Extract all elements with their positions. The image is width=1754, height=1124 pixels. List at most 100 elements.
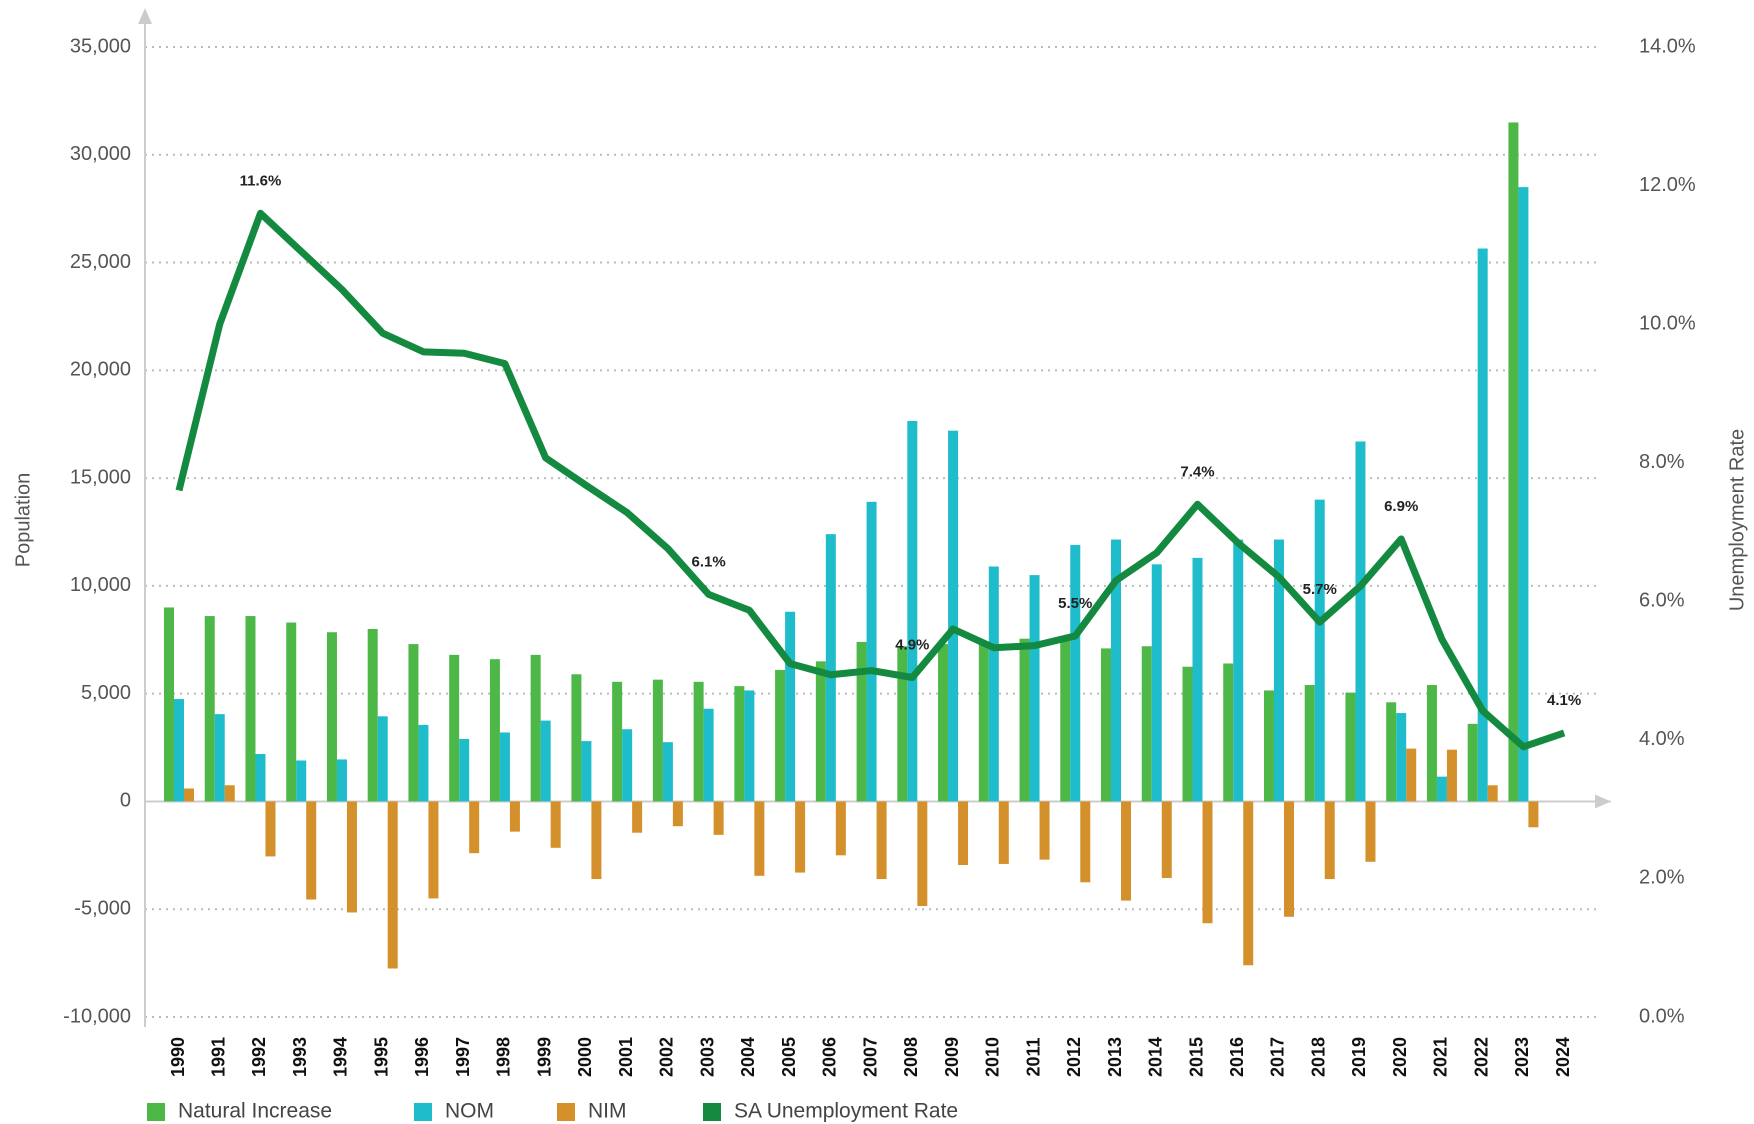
bar	[1386, 702, 1397, 802]
bar	[367, 629, 378, 802]
x-tick-label: 2021	[1431, 1037, 1451, 1077]
bar	[612, 681, 623, 802]
bar	[632, 801, 643, 833]
bar	[1477, 248, 1488, 802]
bar	[377, 716, 388, 802]
bar	[1039, 801, 1050, 860]
bar	[856, 641, 867, 802]
x-tick-label: 2008	[901, 1037, 921, 1077]
bar	[958, 801, 969, 866]
x-tick-label: 2007	[860, 1037, 880, 1077]
bar	[306, 801, 317, 900]
x-tick-label: 2018	[1308, 1037, 1328, 1077]
bar	[591, 801, 602, 880]
bar	[775, 669, 786, 802]
bar	[1487, 785, 1498, 802]
y2-tick-label: 10.0%	[1639, 312, 1696, 334]
bar	[815, 661, 826, 802]
bar	[1080, 801, 1091, 883]
x-tick-label: 2002	[657, 1037, 677, 1077]
bar	[622, 729, 633, 802]
bar	[1243, 801, 1254, 966]
bar	[835, 801, 846, 856]
bar	[489, 659, 500, 802]
legend-swatch	[703, 1103, 721, 1121]
bar	[265, 801, 276, 857]
y2-tick-label: 14.0%	[1639, 35, 1696, 57]
bar	[174, 699, 184, 802]
legend-swatch	[147, 1103, 165, 1121]
bar	[1101, 648, 1112, 802]
y-axis-arrow	[138, 8, 152, 24]
x-tick-label: 2023	[1512, 1037, 1532, 1077]
bar	[1396, 713, 1407, 802]
bar	[998, 801, 1009, 864]
x-tick-label: 1994	[331, 1037, 351, 1077]
bar	[296, 760, 307, 802]
bar	[459, 738, 470, 802]
x-tick-label: 1996	[412, 1037, 432, 1077]
x-tick-label: 2006	[820, 1037, 840, 1077]
bar	[214, 714, 225, 802]
y2-tick-label: 6.0%	[1639, 590, 1685, 612]
y-axis-title: Population	[12, 473, 34, 568]
bar	[948, 430, 959, 802]
x-tick-label: 1997	[453, 1037, 473, 1077]
bar	[1508, 122, 1519, 802]
bar	[744, 690, 755, 802]
bar	[418, 724, 429, 802]
bar	[1283, 801, 1294, 917]
bar	[1263, 690, 1274, 802]
x-tick-label: 2003	[697, 1037, 717, 1077]
bar	[907, 420, 918, 802]
bar	[408, 644, 419, 802]
bar	[876, 801, 887, 880]
x-tick-label: 2019	[1349, 1037, 1369, 1077]
bar	[1141, 646, 1152, 802]
x-axis-arrow	[1595, 794, 1611, 809]
legend-label: NIM	[588, 1100, 627, 1123]
bar	[326, 632, 337, 802]
bar	[917, 801, 928, 906]
bar	[387, 801, 398, 969]
y-tick-label: 10,000	[70, 574, 131, 596]
bar	[530, 654, 541, 802]
x-tick-label: 2012	[1064, 1037, 1084, 1077]
y-tick-label: 25,000	[70, 251, 131, 273]
bar	[785, 611, 796, 802]
bar	[703, 708, 714, 802]
value-label: 4.9%	[895, 636, 929, 653]
bar	[1121, 801, 1132, 901]
bar	[734, 686, 745, 802]
bar	[713, 801, 724, 835]
bar	[1192, 557, 1203, 802]
bar	[1060, 637, 1071, 802]
value-label: 6.9%	[1384, 498, 1418, 515]
bar	[224, 785, 235, 802]
x-tick-label: 1995	[371, 1037, 391, 1077]
bar	[693, 681, 704, 802]
legend-label: Natural Increase	[178, 1100, 332, 1123]
bar	[1151, 564, 1162, 802]
bar	[1406, 748, 1417, 802]
bar	[1426, 685, 1437, 802]
bar	[1324, 801, 1335, 880]
value-label: 5.5%	[1058, 595, 1092, 612]
bar	[449, 654, 460, 802]
bar	[1446, 749, 1457, 802]
bar	[938, 644, 949, 802]
x-tick-label: 2014	[1146, 1037, 1166, 1077]
bar	[1355, 441, 1366, 802]
legend-swatch	[414, 1103, 432, 1121]
x-tick-label: 2024	[1553, 1037, 1573, 1077]
line	[175, 209, 1566, 751]
bar	[1223, 663, 1234, 802]
legend-swatch	[557, 1103, 575, 1121]
bar	[1304, 685, 1315, 802]
bar	[204, 616, 215, 802]
x-tick-label: 1999	[534, 1037, 554, 1077]
bar	[286, 622, 297, 802]
bar	[1528, 801, 1539, 828]
bar	[1182, 666, 1193, 802]
